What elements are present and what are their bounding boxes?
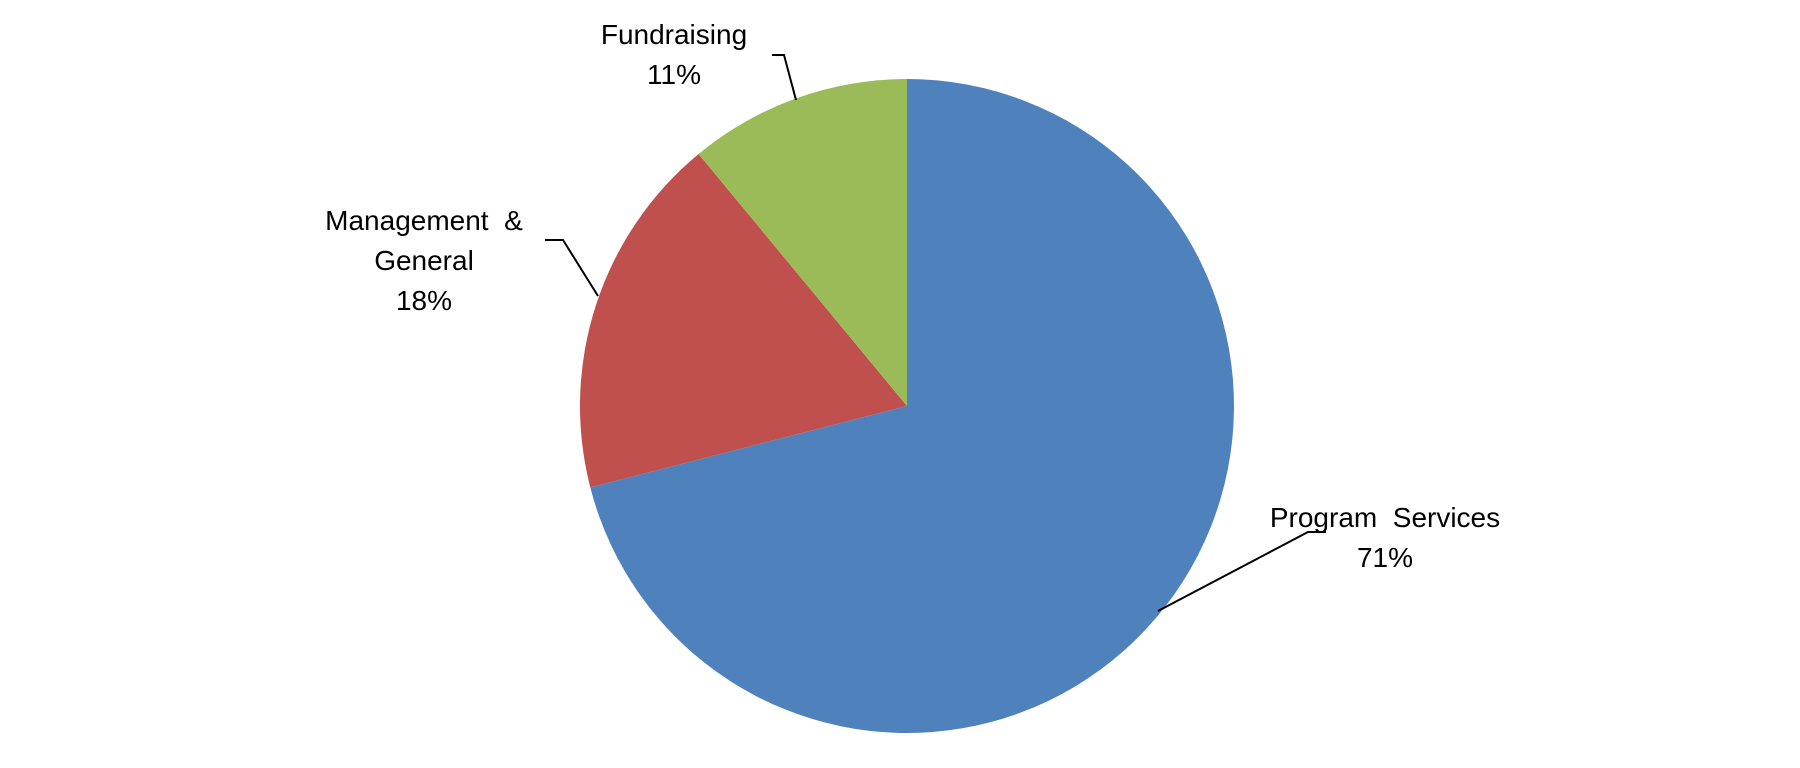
leader-lines	[545, 54, 1326, 612]
data-label-category: Program Services	[1270, 502, 1500, 533]
data-label-category: Management &	[325, 205, 523, 236]
data-label-fundraising: Fundraising 11%	[601, 19, 747, 90]
leader-line-management-general	[545, 239, 599, 297]
pie-slice-fundraising	[698, 79, 907, 406]
data-label-category: General	[374, 245, 474, 276]
data-label-value: 18%	[396, 285, 452, 316]
data-label-program-services: Program Services 71%	[1270, 502, 1500, 573]
leader-line-fundraising	[772, 54, 797, 101]
data-labels: Program Services 71% Management & General 18…	[325, 19, 1500, 573]
data-label-value: 71%	[1357, 542, 1413, 573]
data-label-category: Fundraising	[601, 19, 747, 50]
leader-line-program-services	[1157, 531, 1326, 612]
pie-slice-management-general	[579, 154, 907, 488]
data-label-management-general: Management & General 18%	[325, 205, 523, 316]
pie-slices	[579, 79, 1234, 733]
data-label-value: 11%	[647, 59, 701, 90]
pie-slice-program-services	[590, 79, 1234, 733]
